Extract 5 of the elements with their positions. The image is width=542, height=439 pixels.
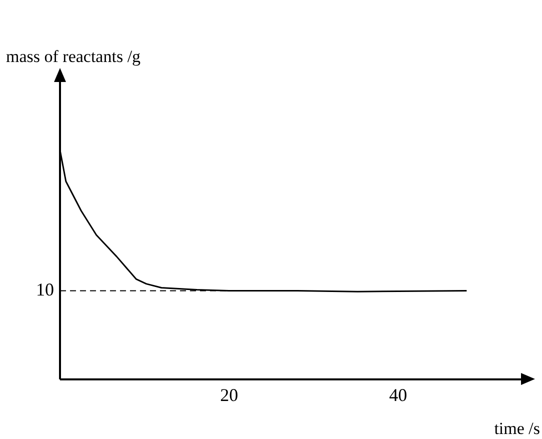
y-axis-title: mass of reactants /g [6, 47, 142, 66]
x-axis-title: time /s [494, 419, 540, 438]
x-tick-label: 20 [220, 384, 238, 405]
x-tick-label: 40 [389, 384, 408, 405]
text: 10 [36, 279, 54, 300]
